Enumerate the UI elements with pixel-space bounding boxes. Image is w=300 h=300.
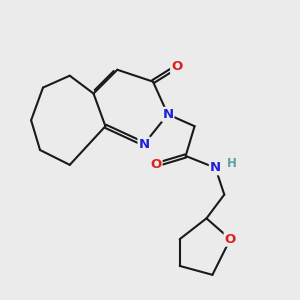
- Text: O: O: [150, 158, 162, 171]
- Text: N: N: [210, 161, 221, 174]
- Text: O: O: [225, 233, 236, 246]
- Text: O: O: [171, 60, 182, 73]
- Text: N: N: [162, 108, 173, 121]
- Text: N: N: [139, 138, 150, 151]
- Text: H: H: [227, 157, 237, 170]
